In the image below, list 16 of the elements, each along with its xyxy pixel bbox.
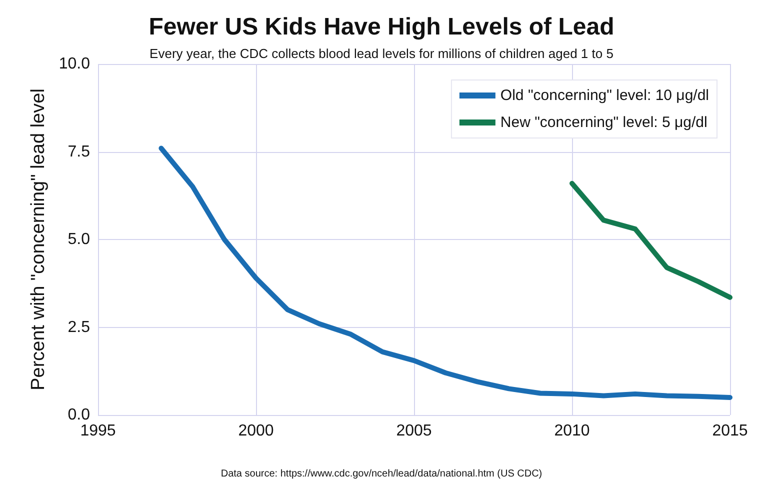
x-tick-label: 2000 (238, 422, 274, 440)
chart-title: Fewer US Kids Have High Levels of Lead (148, 14, 614, 40)
chart-subtitle: Every year, the CDC collects blood lead levels for millions of children aged 1 to 5 (150, 46, 614, 61)
legend-label: Old "concerning" level: 10 μg/dl (500, 87, 710, 104)
y-tick-label: 10.0 (58, 56, 90, 72)
y-tick-label: 0.0 (68, 406, 90, 424)
x-tick-label: 2005 (396, 422, 432, 440)
y-tick-label: 5.0 (68, 231, 90, 248)
source-note: Data source: https://www.cdc.gov/nceh/lead/data/national.htm (US CDC) (220, 468, 542, 480)
y-tick-label: 2.5 (68, 318, 90, 336)
x-tick-label: 1995 (80, 422, 116, 440)
y-axis-title: Percent with "concerning" lead level (28, 88, 49, 390)
x-tick-label: 2010 (554, 422, 590, 440)
y-tick-label: 7.5 (68, 143, 90, 160)
x-tick-label: 2015 (712, 422, 748, 440)
legend-label: New "concerning" level: 5 μg/dl (500, 114, 708, 131)
